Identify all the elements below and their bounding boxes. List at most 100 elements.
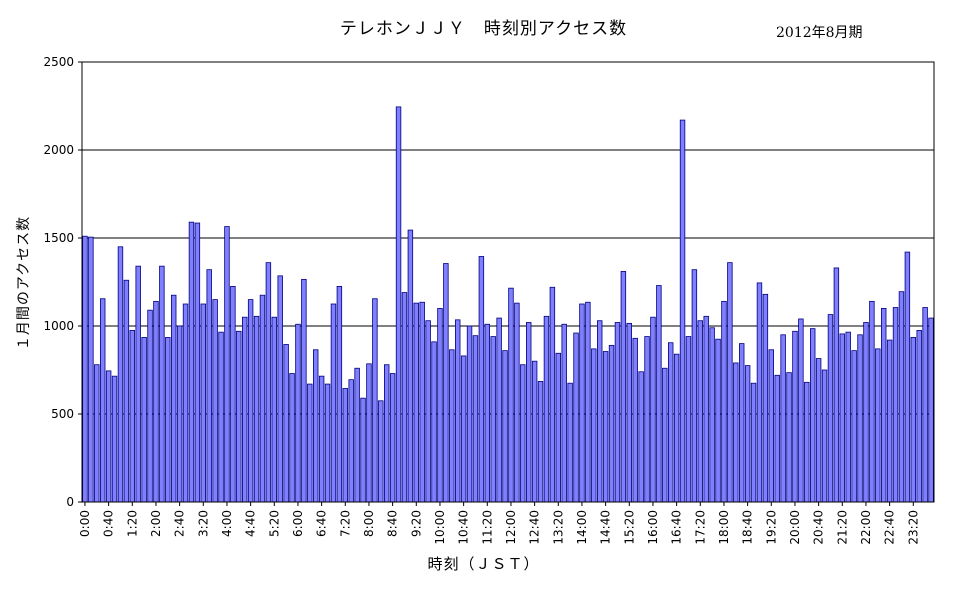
bar: [567, 382, 573, 503]
bar: [798, 318, 804, 503]
bar: [372, 298, 378, 503]
x-tick-label: 2:40: [173, 510, 187, 537]
bar: [679, 119, 686, 503]
bar: [531, 360, 538, 503]
bar: [165, 337, 171, 503]
x-tick-label: 0:40: [102, 510, 116, 537]
bar: [241, 316, 248, 503]
bar: [744, 365, 751, 503]
x-tick-label: 15:20: [622, 510, 636, 545]
bar: [881, 307, 887, 503]
chart-subtitle: 2012年8月期: [776, 25, 863, 41]
bar: [141, 337, 147, 503]
y-tick-label: 500: [51, 407, 74, 421]
bar: [614, 322, 621, 503]
bar: [490, 336, 496, 503]
x-tick-label: 17:20: [693, 510, 707, 545]
bar: [247, 299, 254, 503]
bar: [792, 330, 798, 503]
bar: [537, 381, 544, 503]
bar: [638, 371, 644, 503]
bar: [922, 307, 928, 503]
x-tick-label: 20:40: [812, 510, 826, 545]
bar: [845, 331, 851, 503]
bar: [301, 278, 307, 503]
x-tick-label: 20:00: [788, 510, 802, 545]
y-tick-label: 0: [66, 495, 74, 509]
plot-area: [81, 61, 935, 503]
bar: [472, 335, 479, 503]
bar: [117, 246, 124, 503]
bar: [366, 363, 372, 503]
x-tick-label: 18:00: [717, 510, 731, 545]
bar: [585, 301, 591, 503]
bar: [886, 339, 893, 503]
bar: [159, 265, 165, 503]
x-tick-label: 13:20: [551, 510, 565, 545]
bar: [916, 329, 922, 503]
bar: [833, 267, 840, 503]
x-tick-label: 4:40: [244, 510, 258, 537]
y-tick-label: 2000: [43, 143, 74, 157]
bar: [395, 106, 402, 503]
y-tick-label: 1000: [43, 319, 74, 333]
bar: [673, 353, 680, 503]
x-tick-label: 6:00: [291, 510, 305, 537]
bar: [200, 303, 206, 503]
bar: [502, 350, 508, 503]
bar: [253, 315, 260, 503]
bar: [206, 269, 212, 503]
bar: [383, 364, 390, 503]
bar: [608, 344, 615, 503]
x-tick-label: 19:20: [764, 510, 778, 545]
bar: [863, 322, 869, 503]
bar: [194, 222, 201, 503]
chart-title: テレホンＪＪＹ 時刻別アクセス数: [339, 19, 628, 39]
bar: [549, 286, 556, 503]
bar: [762, 293, 769, 503]
bar: [431, 341, 437, 503]
bar: [780, 334, 786, 503]
bar: [389, 373, 396, 503]
bar: [620, 271, 627, 503]
bar: [543, 315, 550, 503]
bar: [295, 323, 301, 503]
x-tick-label: 10:00: [433, 510, 447, 545]
bar: [691, 269, 698, 503]
bar: [756, 282, 763, 503]
bar: [869, 300, 875, 503]
bar: [727, 262, 733, 503]
bar: [514, 302, 520, 503]
bar: [898, 291, 905, 503]
bar: [904, 251, 911, 503]
bar: [768, 349, 774, 503]
x-tick-label: 8:40: [386, 510, 400, 537]
bar: [212, 299, 218, 503]
x-tick-label: 18:40: [741, 510, 755, 545]
bar: [283, 344, 289, 503]
bar: [851, 350, 857, 503]
x-tick-label: 5:20: [267, 510, 281, 537]
bar: [786, 372, 792, 503]
x-tick-label: 22:40: [883, 510, 897, 545]
bar: [668, 342, 674, 503]
bar: [360, 397, 366, 503]
bar: [466, 325, 473, 503]
bar: [401, 292, 408, 503]
bar-series: [82, 106, 934, 503]
bar: [100, 298, 106, 503]
bar: [153, 300, 159, 503]
bar: [378, 400, 384, 503]
bar: [129, 329, 135, 503]
bar: [460, 355, 467, 503]
y-tick-label: 2500: [43, 55, 74, 69]
bar: [597, 320, 603, 503]
bar: [354, 367, 360, 503]
bar: [123, 279, 130, 503]
bar: [318, 375, 325, 503]
bar: [602, 351, 609, 503]
x-tick-label: 12:00: [504, 510, 518, 545]
bar: [484, 323, 491, 503]
bar: [733, 362, 739, 503]
x-tick-label: 21:20: [835, 510, 849, 545]
